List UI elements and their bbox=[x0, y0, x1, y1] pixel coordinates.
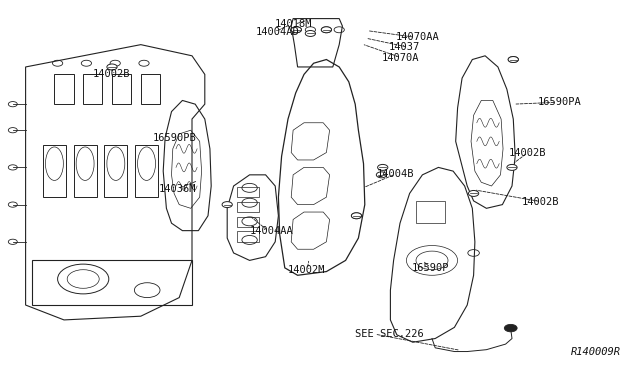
Text: 14002M: 14002M bbox=[288, 265, 326, 275]
Text: 14002B: 14002B bbox=[509, 148, 547, 157]
Circle shape bbox=[376, 172, 387, 178]
Circle shape bbox=[468, 190, 479, 196]
Text: 14070AA: 14070AA bbox=[396, 32, 439, 42]
Bar bbox=[32, 260, 192, 305]
Text: 14070A: 14070A bbox=[382, 53, 420, 62]
Text: 14002B: 14002B bbox=[93, 69, 131, 78]
Bar bbox=[83, 74, 102, 104]
Bar bbox=[54, 74, 74, 104]
Bar bbox=[237, 217, 259, 227]
Circle shape bbox=[305, 31, 316, 36]
Bar bbox=[74, 145, 97, 197]
Bar bbox=[237, 202, 259, 212]
Circle shape bbox=[321, 27, 332, 33]
Bar bbox=[135, 145, 158, 197]
Text: 14018M: 14018M bbox=[275, 19, 313, 29]
Bar bbox=[104, 145, 127, 197]
Text: 14002B: 14002B bbox=[522, 197, 559, 206]
Text: 14036M: 14036M bbox=[159, 184, 196, 193]
Text: 14004AA: 14004AA bbox=[250, 227, 293, 236]
Circle shape bbox=[378, 164, 388, 170]
Text: R140009R: R140009R bbox=[571, 347, 621, 357]
Bar bbox=[141, 74, 160, 104]
Bar bbox=[237, 231, 259, 242]
Circle shape bbox=[504, 324, 517, 332]
Text: SEE SEC.226: SEE SEC.226 bbox=[355, 329, 424, 339]
Bar bbox=[112, 74, 131, 104]
Text: 16590P: 16590P bbox=[412, 263, 449, 273]
Text: 14004AD: 14004AD bbox=[256, 27, 300, 36]
Circle shape bbox=[351, 213, 362, 219]
Circle shape bbox=[222, 202, 232, 208]
Text: 14037: 14037 bbox=[389, 42, 420, 52]
Circle shape bbox=[507, 164, 517, 170]
Circle shape bbox=[107, 64, 117, 70]
Circle shape bbox=[291, 27, 301, 33]
Text: 16590PB: 16590PB bbox=[152, 134, 196, 143]
Bar bbox=[237, 187, 259, 197]
Bar bbox=[416, 201, 445, 223]
Circle shape bbox=[508, 57, 518, 62]
Text: 16590PA: 16590PA bbox=[538, 97, 581, 107]
Bar bbox=[43, 145, 66, 197]
Text: 14004B: 14004B bbox=[376, 169, 414, 179]
